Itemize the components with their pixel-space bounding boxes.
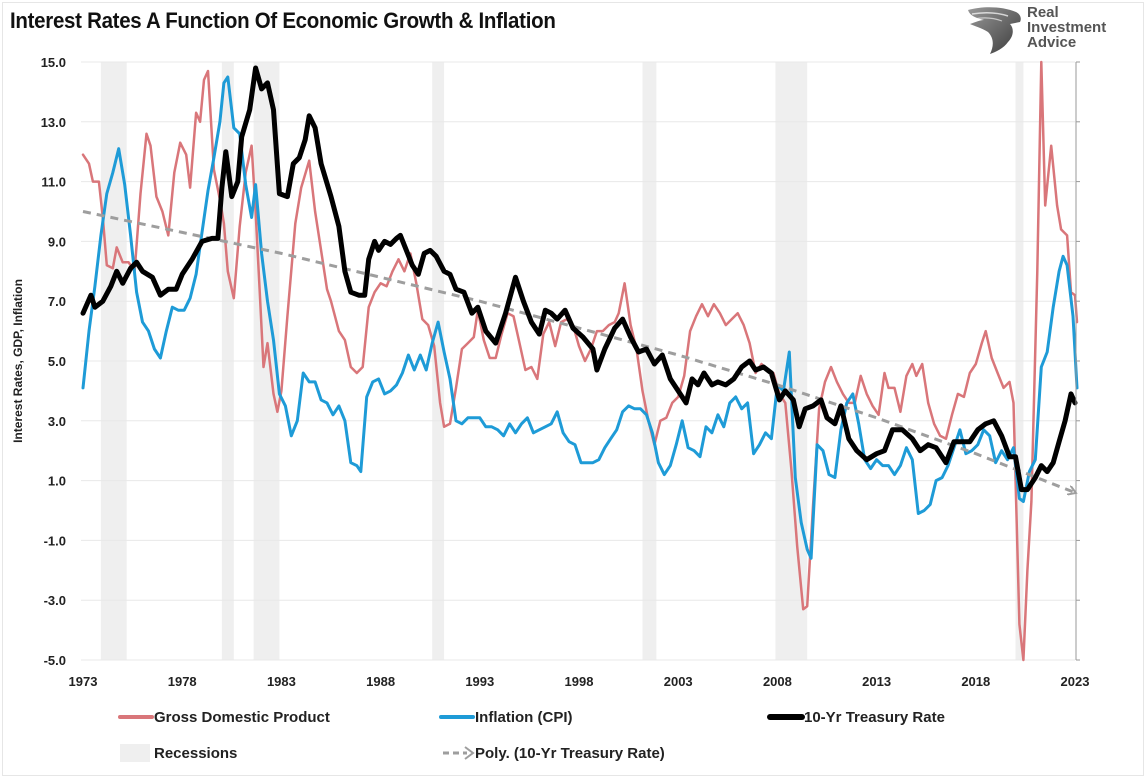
x-axis-ticks: 1973 1978 1983 1988 1993 1998 2003 2008 2013 2018… [69,674,1090,689]
x-tick-label: 1993 [465,674,494,689]
y-tick-label: 3.0 [48,414,66,429]
legend-label: Inflation (CPI) [475,709,573,726]
y-axis-label: Interest Rates, GDP, Inflation [11,279,25,443]
x-tick-label: 2018 [961,674,990,689]
legend: Gross Domestic Product Inflation (CPI) 10-… [118,709,945,762]
brand-line-3: Advice [1027,34,1077,51]
x-tick-label: 2008 [763,674,792,689]
x-tick-label: 2023 [1061,674,1090,689]
x-tick-label: 1998 [565,674,594,689]
y-tick-label: 15.0 [41,55,66,70]
y-tick-label: -3.0 [44,593,66,608]
legend-label: Gross Domestic Product [154,709,330,726]
brand-line-2: Investment [1027,19,1107,36]
legend-item-gdp: Gross Domestic Product [118,709,330,726]
legend-swatch [120,744,150,762]
y-tick-label: 9.0 [48,234,66,249]
x-tick-label: 2003 [664,674,693,689]
arrow-icon [464,746,475,760]
y-tick-label: -1.0 [44,533,66,548]
y-tick-label: 13.0 [41,115,66,130]
legend-item-trend: Poly. (10-Yr Treasury Rate) [443,745,665,762]
series-line-gdp [81,60,1079,662]
brand-logo [962,4,1132,56]
x-tick-label: 1988 [366,674,395,689]
x-tick-label: 1978 [168,674,197,689]
legend-label: Recessions [154,745,237,762]
y-tick-label: 7.0 [48,294,66,309]
eagle-head-icon [968,7,1021,54]
series-line-trend [82,210,1075,493]
y-tick-label: -5.0 [44,653,66,668]
series-line-inflation [81,75,1079,560]
legend-item-recession: Recessions [120,744,237,762]
x-tick-label: 1983 [267,674,296,689]
legend-item-inflation: Inflation (CPI) [439,709,573,726]
brand-name: Real Investment Advice [1027,5,1106,50]
series-line-treasury [80,65,1078,493]
legend-label: 10-Yr Treasury Rate [804,709,945,726]
y-tick-label: 11.0 [41,175,66,190]
y-tick-label: 1.0 [48,474,66,489]
y-tick-label: 5.0 [48,354,66,369]
series-lines [80,60,1079,662]
legend-label: Poly. (10-Yr Treasury Rate) [475,745,665,762]
x-tick-label: 1973 [69,674,98,689]
brand-line-1: Real [1027,4,1059,21]
x-tick-label: 2013 [862,674,891,689]
legend-item-treasury: 10-Yr Treasury Rate [767,709,945,726]
y-axis-ticks: 15.0 13.0 11.0 9.0 7.0 5.0 3.0 1.0 -1.0 -3.0 -5.0 [41,55,66,668]
chart-title: Interest Rates A Function Of Economic Gr… [10,8,556,33]
axes [1075,61,1080,661]
